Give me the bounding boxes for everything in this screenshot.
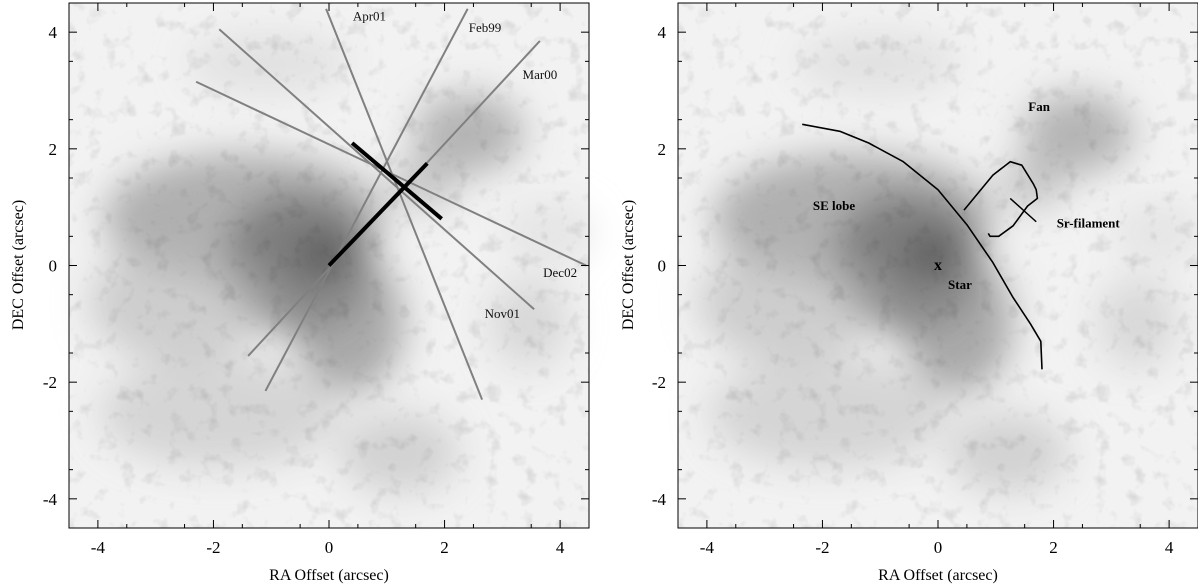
y-tick-label: -2 xyxy=(43,373,57,392)
x-tick-label: 4 xyxy=(1165,538,1174,557)
y-tick-label: 2 xyxy=(658,140,667,159)
x-tick-label: -4 xyxy=(700,538,715,557)
slit-label-feb99: Feb99 xyxy=(469,20,502,35)
panel-left: Apr01 Feb99 Mar00 Dec02 Nov01 -4 -2 0 2 4 -4 -2 0 2 4 xyxy=(43,2,594,557)
y-tick-label: 0 xyxy=(658,257,667,276)
slit-label-apr01: Apr01 xyxy=(353,9,386,24)
slit-line-nov01 xyxy=(218,28,535,310)
x-tick-label: 0 xyxy=(325,538,334,557)
thick-slit-segment xyxy=(327,162,429,267)
x-tick-label: -2 xyxy=(206,538,220,557)
axis-ticks: -4 -2 0 2 4 -4 -2 0 2 4 xyxy=(652,2,1198,557)
x-tick-label: -4 xyxy=(91,538,106,557)
x-tick-label: 4 xyxy=(556,538,565,557)
axis-ticks: -4 -2 0 2 4 -4 -2 0 2 4 xyxy=(43,2,590,557)
y-tick-label: -2 xyxy=(652,373,666,392)
y-tick-label: 0 xyxy=(49,257,58,276)
slit-overlay: Apr01 Feb99 Mar00 Dec02 Nov01 xyxy=(195,8,587,401)
feature-label-fan: Fan xyxy=(1028,99,1050,114)
y-tick-label: 4 xyxy=(658,23,667,42)
y-tick-label: -4 xyxy=(652,490,667,509)
y-tick-label: 4 xyxy=(49,23,58,42)
y-tick-label: -4 xyxy=(43,490,58,509)
feature-label-star: Star xyxy=(948,277,972,292)
y-tick-label: 2 xyxy=(49,140,58,159)
slit-line-feb99 xyxy=(264,8,469,392)
x-tick-label: 0 xyxy=(934,538,943,557)
slit-line-apr01 xyxy=(325,8,484,401)
sr-filament-outline xyxy=(963,160,1039,238)
sr-filament-pointer xyxy=(1009,197,1037,223)
star-marker: x xyxy=(934,257,942,274)
y-axis-label-left: DEC Offset (arcsec) xyxy=(10,200,27,330)
x-tick-label: 2 xyxy=(1049,538,1058,557)
x-tick-label: -2 xyxy=(815,538,829,557)
x-axis-label-left: RA Offset (arcsec) xyxy=(269,567,389,584)
slit-label-mar00: Mar00 xyxy=(523,67,558,82)
x-axis-label-right: RA Offset (arcsec) xyxy=(878,567,998,584)
thick-slit-segment xyxy=(350,141,443,221)
y-axis-label-right: DEC Offset (arcsec) xyxy=(620,200,637,330)
x-tick-label: 2 xyxy=(440,538,449,557)
shock-arc xyxy=(802,123,1043,370)
feature-label-sr-filament: Sr-filament xyxy=(1057,216,1121,231)
slit-label-nov01: Nov01 xyxy=(485,306,520,321)
feature-label-se-lobe: SE lobe xyxy=(813,198,855,213)
slit-label-dec02: Dec02 xyxy=(543,265,577,280)
